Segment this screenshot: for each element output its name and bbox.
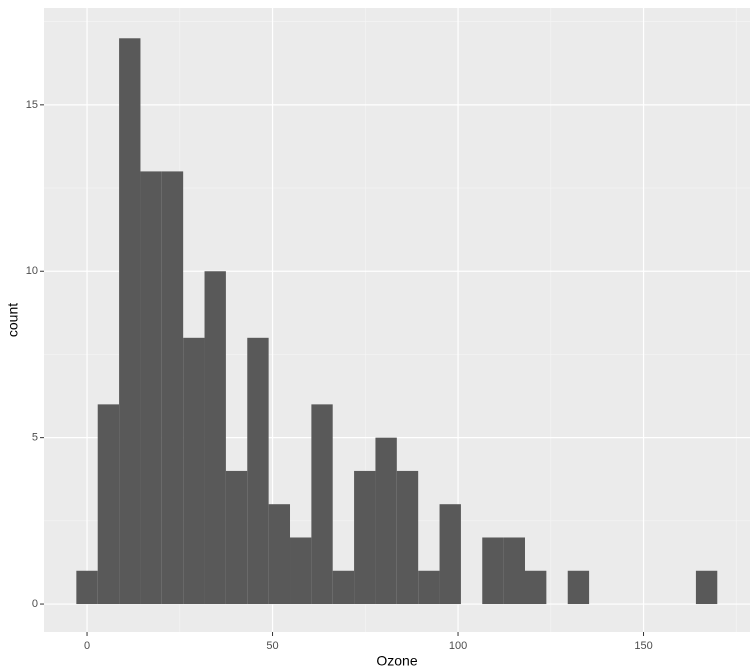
bar xyxy=(418,570,440,605)
y-axis-title: count xyxy=(5,303,21,337)
y-tick-label: 0 xyxy=(32,598,38,610)
bar xyxy=(311,404,333,605)
y-tick-label: 15 xyxy=(26,99,38,111)
bar xyxy=(97,404,120,605)
bar xyxy=(439,504,461,605)
bar xyxy=(183,337,205,605)
bar xyxy=(503,537,525,605)
bar xyxy=(396,470,419,605)
bar xyxy=(354,470,376,605)
y-tick-label: 5 xyxy=(32,432,38,444)
bar xyxy=(567,570,590,605)
bar xyxy=(482,537,504,605)
x-tick-label: 150 xyxy=(634,640,652,652)
bar xyxy=(290,537,312,605)
x-axis-title: Ozone xyxy=(376,653,417,669)
bar xyxy=(225,470,248,605)
bar xyxy=(204,271,226,605)
bar xyxy=(140,171,162,605)
bar xyxy=(695,570,718,605)
bar xyxy=(268,504,291,605)
y-tick-label: 10 xyxy=(26,265,38,277)
bar xyxy=(119,38,141,605)
bar xyxy=(375,437,397,605)
x-tick-label: 100 xyxy=(449,640,467,652)
x-tick-label: 50 xyxy=(266,640,278,652)
bar xyxy=(524,570,547,605)
bar xyxy=(161,171,184,605)
x-tick-label: 0 xyxy=(84,640,90,652)
bar xyxy=(76,570,98,605)
bar xyxy=(332,570,355,605)
bar xyxy=(247,337,269,605)
